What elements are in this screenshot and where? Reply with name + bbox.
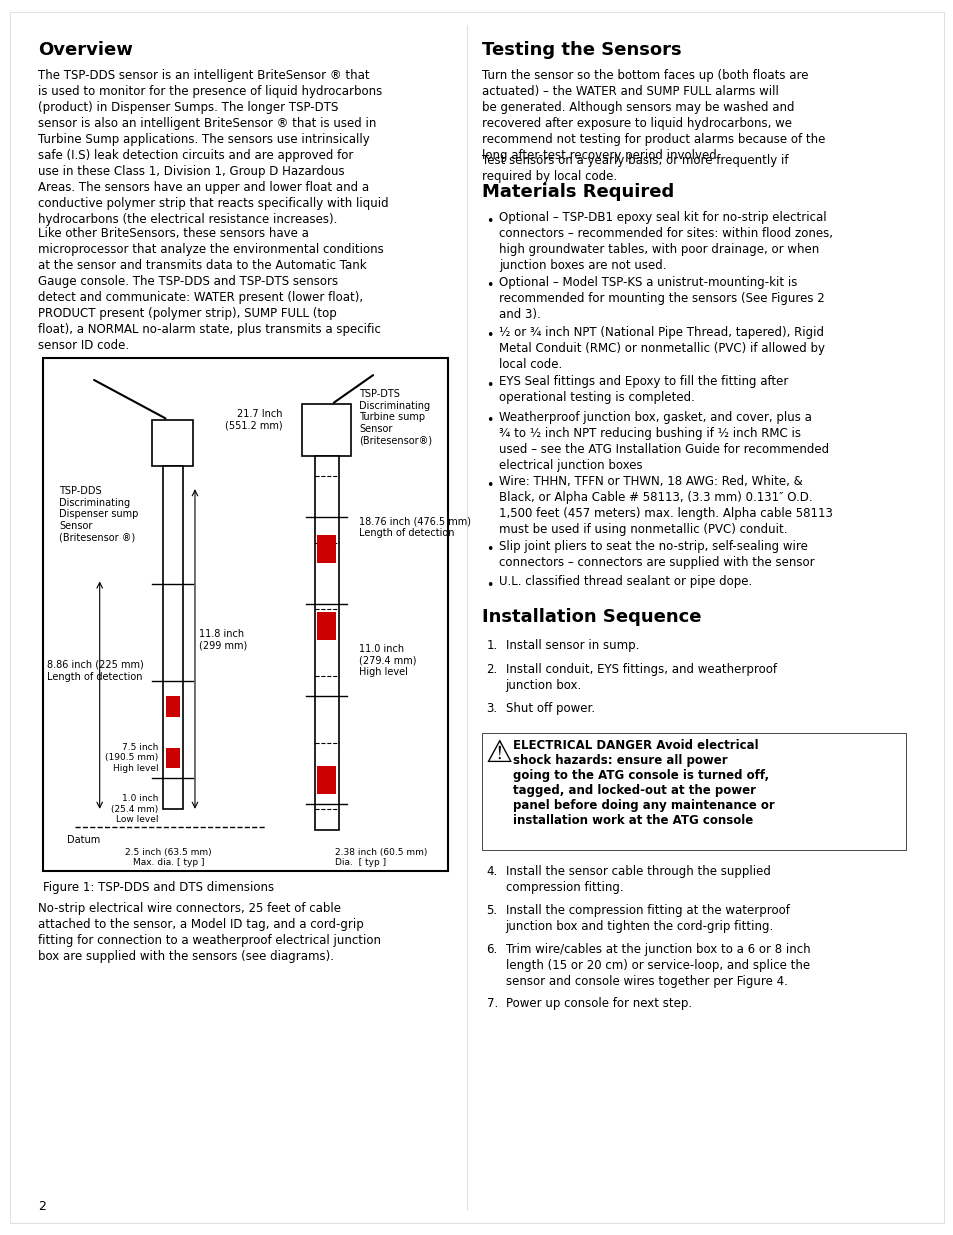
Text: •: •: [486, 579, 494, 592]
Text: •: •: [486, 215, 494, 228]
Text: ⚠: ⚠: [485, 740, 512, 768]
Text: •: •: [486, 279, 494, 293]
Text: 5.: 5.: [486, 904, 497, 918]
Text: Datum: Datum: [67, 835, 100, 845]
Text: 6.: 6.: [486, 944, 497, 956]
Text: 2: 2: [38, 1199, 46, 1213]
Text: 7.5 inch
(190.5 mm)
High level: 7.5 inch (190.5 mm) High level: [105, 743, 158, 773]
Text: Power up console for next step.: Power up console for next step.: [505, 997, 691, 1010]
Text: Figure 1: TSP-DDS and DTS dimensions: Figure 1: TSP-DDS and DTS dimensions: [43, 881, 274, 894]
Text: •: •: [486, 415, 494, 427]
Text: TSP-DTS
Discriminating
Turbine sump
Sensor
(Britesensor®): TSP-DTS Discriminating Turbine sump Sens…: [358, 389, 432, 446]
Bar: [152, 420, 193, 466]
Text: 1.: 1.: [486, 638, 497, 652]
Text: 4.: 4.: [486, 866, 497, 878]
Text: Materials Required: Materials Required: [481, 183, 674, 201]
Bar: [162, 466, 183, 809]
Bar: [166, 747, 179, 768]
Text: Optional – TSP-DB1 epoxy seal kit for no-strip electrical
connectors – recommend: Optional – TSP-DB1 epoxy seal kit for no…: [498, 211, 832, 272]
Text: 18.76 inch (476.5 mm)
Length of detection: 18.76 inch (476.5 mm) Length of detectio…: [358, 516, 471, 538]
Text: 3.: 3.: [486, 703, 497, 715]
Bar: [316, 611, 336, 640]
Text: Slip joint pliers to seat the no-strip, self-sealing wire
connectors – connector: Slip joint pliers to seat the no-strip, …: [498, 540, 814, 568]
Text: EYS Seal fittings and Epoxy to fill the fitting after
operational testing is com: EYS Seal fittings and Epoxy to fill the …: [498, 375, 787, 404]
Text: Wire: THHN, TFFN or THWN, 18 AWG: Red, White, &
Black, or Alpha Cable # 58113, (: Wire: THHN, TFFN or THWN, 18 AWG: Red, W…: [498, 475, 832, 536]
Text: ELECTRICAL DANGER Avoid electrical
shock hazards: ensure all power
going to the : ELECTRICAL DANGER Avoid electrical shock…: [513, 740, 774, 827]
Text: Overview: Overview: [38, 41, 132, 59]
Text: Install the sensor cable through the supplied
compression fitting.: Install the sensor cable through the sup…: [505, 866, 770, 894]
Text: Testing the Sensors: Testing the Sensors: [481, 41, 680, 59]
Text: 21.7 Inch
(551.2 mm): 21.7 Inch (551.2 mm): [224, 409, 282, 431]
Text: Shut off power.: Shut off power.: [505, 703, 594, 715]
Text: Install conduit, EYS fittings, and weatherproof
junction box.: Install conduit, EYS fittings, and weath…: [505, 663, 776, 693]
Text: No-strip electrical wire connectors, 25 feet of cable
attached to the sensor, a : No-strip electrical wire connectors, 25 …: [38, 902, 381, 962]
Text: 11.8 inch
(299 mm): 11.8 inch (299 mm): [199, 630, 247, 651]
Text: Optional – Model TSP-KS a unistrut-mounting-kit is
recommended for mounting the : Optional – Model TSP-KS a unistrut-mount…: [498, 275, 823, 321]
Text: 11.0 inch
(279.4 mm)
High level: 11.0 inch (279.4 mm) High level: [358, 643, 416, 677]
Text: Test sensors on a yearly basis, or more frequently if
required by local code.: Test sensors on a yearly basis, or more …: [481, 154, 787, 183]
Bar: [316, 535, 336, 563]
Text: 7.: 7.: [486, 997, 497, 1010]
Bar: [302, 404, 351, 456]
Bar: [316, 766, 336, 794]
Text: Install the compression fitting at the waterproof
junction box and tighten the c: Install the compression fitting at the w…: [505, 904, 789, 934]
Bar: [314, 456, 338, 830]
Text: 8.86 inch (225 mm)
Length of detection: 8.86 inch (225 mm) Length of detection: [47, 659, 144, 682]
Text: Installation Sequence: Installation Sequence: [481, 608, 700, 626]
Text: •: •: [486, 543, 494, 557]
Text: 1.0 inch
(25.4 mm)
Low level: 1.0 inch (25.4 mm) Low level: [112, 794, 158, 824]
Text: 2.: 2.: [486, 663, 497, 677]
Text: U.L. classified thread sealant or pipe dope.: U.L. classified thread sealant or pipe d…: [498, 576, 751, 588]
Text: Like other BriteSensors, these sensors have a
microprocessor that analyze the en: Like other BriteSensors, these sensors h…: [38, 227, 383, 352]
Text: •: •: [486, 479, 494, 492]
Bar: [43, 358, 448, 871]
Text: •: •: [486, 379, 494, 393]
Text: 2.5 inch (63.5 mm)
Max. dia. [ typ ]: 2.5 inch (63.5 mm) Max. dia. [ typ ]: [125, 847, 212, 867]
Text: Trim wire/cables at the junction box to a 6 or 8 inch
length (15 or 20 cm) or se: Trim wire/cables at the junction box to …: [505, 944, 809, 988]
Text: ½ or ¾ inch NPT (National Pipe Thread, tapered), Rigid
Metal Conduit (RMC) or no: ½ or ¾ inch NPT (National Pipe Thread, t…: [498, 326, 824, 370]
Text: TSP-DDS
Discriminating
Dispenser sump
Sensor
(Britesensor ®): TSP-DDS Discriminating Dispenser sump Se…: [59, 487, 138, 542]
Text: The TSP-DDS sensor is an intelligent BriteSensor ® that
is used to monitor for t: The TSP-DDS sensor is an intelligent Bri…: [38, 69, 389, 226]
Text: Weatherproof junction box, gasket, and cover, plus a
¾ to ½ inch NPT reducing bu: Weatherproof junction box, gasket, and c…: [498, 411, 828, 472]
Text: Turn the sensor so the bottom faces up (both floats are
actuated) – the WATER an: Turn the sensor so the bottom faces up (…: [481, 69, 824, 162]
Bar: [481, 734, 905, 851]
Bar: [166, 697, 179, 716]
Text: 2.38 inch (60.5 mm)
Dia.  [ typ ]: 2.38 inch (60.5 mm) Dia. [ typ ]: [335, 847, 427, 867]
Text: •: •: [486, 330, 494, 342]
Text: Install sensor in sump.: Install sensor in sump.: [505, 638, 639, 652]
